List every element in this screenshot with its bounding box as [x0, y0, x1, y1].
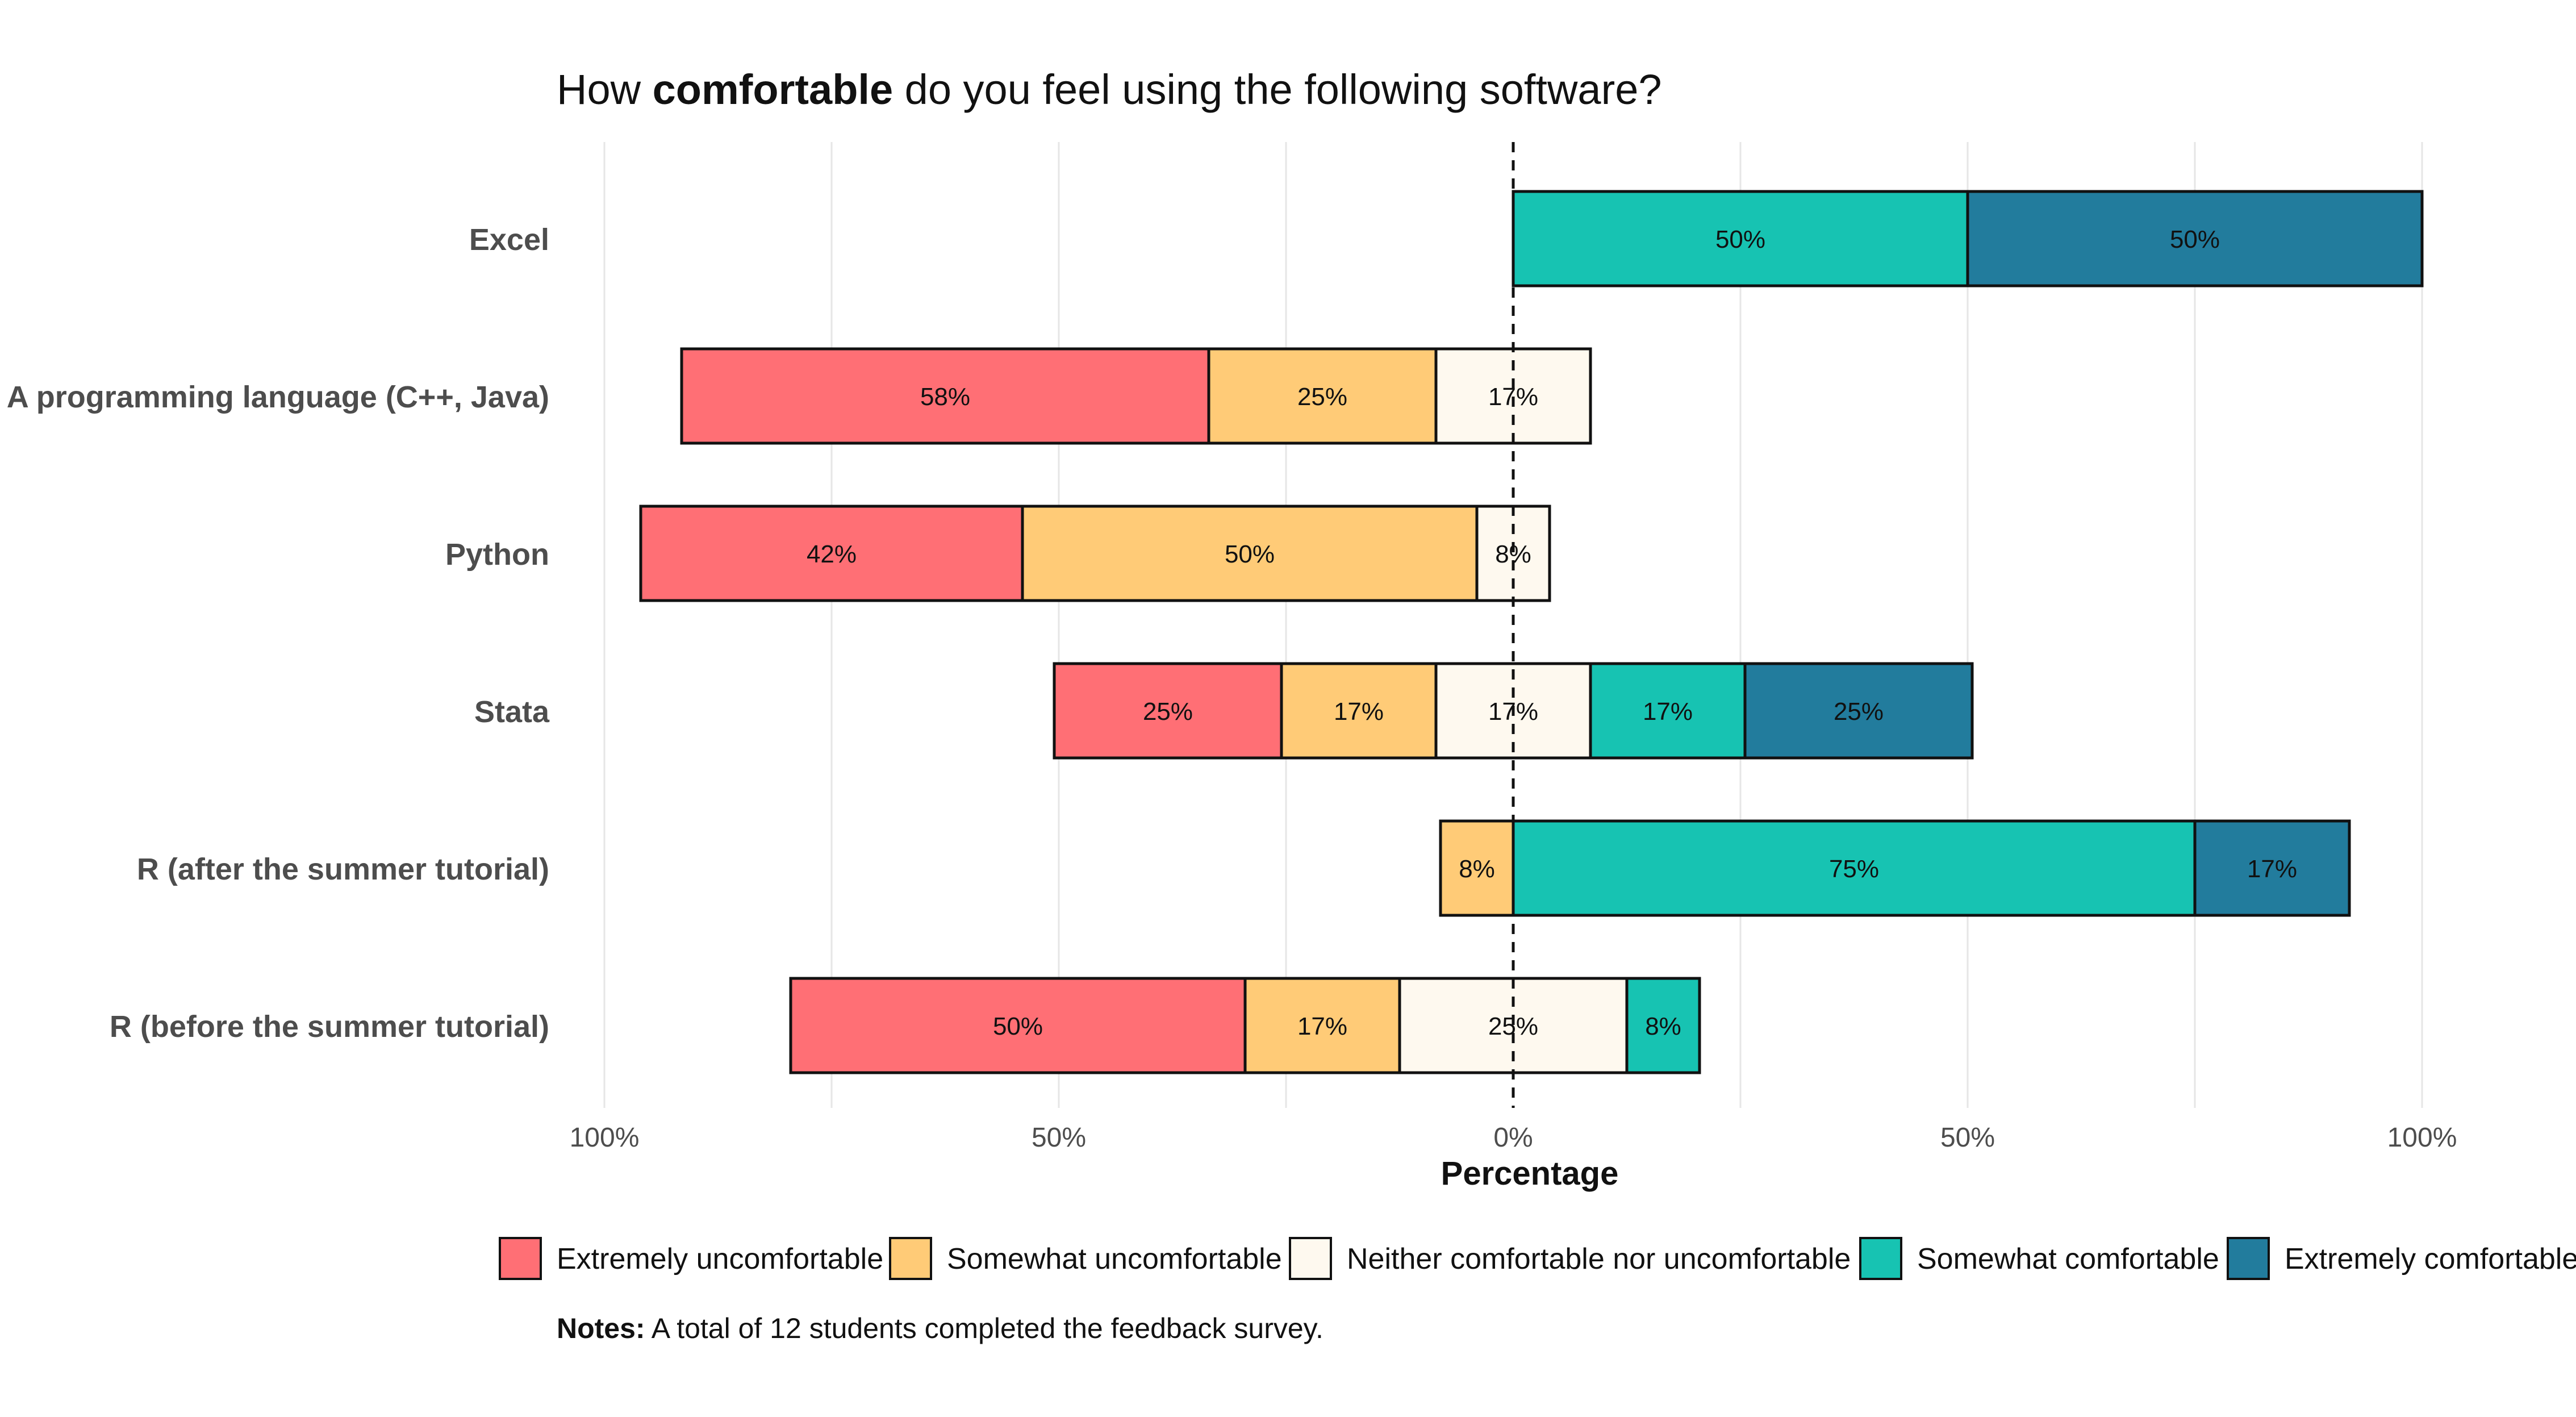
data-label: 17% — [1643, 698, 1693, 726]
data-label: 58% — [920, 383, 970, 411]
data-label: 17% — [1334, 698, 1384, 726]
legend-item-neither-comfortable-nor-uncomfortable: Neither comfortable nor uncomfortable — [1289, 1237, 1851, 1280]
y-tick-label: R (after the summer tutorial) — [137, 852, 549, 886]
bar-segment-somewhat-uncomfortable — [1439, 819, 1515, 917]
notes-caption: Notes: A total of 12 students completed … — [557, 1312, 1324, 1344]
bar-segment-extremely-comfortable — [1966, 190, 2424, 287]
chart-title-part: How — [557, 66, 653, 113]
x-tick-label: 50% — [1940, 1123, 1995, 1153]
chart-title-part: comfortable — [653, 66, 894, 113]
bar-segment-extremely-uncomfortable — [1053, 662, 1283, 760]
y-tick-label: A programming language (C++, Java) — [7, 380, 549, 414]
x-axis-title: Percentage — [1441, 1155, 1619, 1192]
x-tick-label: 50% — [1032, 1123, 1086, 1153]
x-tick-label: 0% — [1493, 1123, 1533, 1153]
data-label: 25% — [1297, 383, 1347, 411]
data-labels-layer: 50% 50% 17% 25% 58% 8% 50% 42% 17% 17% 25% 17% 25% 8%… — [807, 142, 2297, 1108]
bar-segment-somewhat-uncomfortable — [1243, 977, 1401, 1074]
bar-segment-somewhat-uncomfortable — [1021, 505, 1479, 602]
legend-label: Somewhat uncomfortable — [947, 1243, 1282, 1276]
y-tick-label: Python — [445, 537, 549, 572]
legend-swatch — [1859, 1237, 1902, 1280]
bar-segment-extremely-uncomfortable — [639, 505, 1024, 602]
bar-segment-somewhat-uncomfortable — [1280, 662, 1438, 760]
x-tick-label: 100% — [570, 1123, 640, 1153]
y-tick-label: Excel — [469, 223, 549, 257]
data-label: 42% — [807, 540, 857, 568]
data-label: 50% — [993, 1012, 1043, 1040]
bar-segment-extremely-comfortable — [2193, 819, 2351, 917]
legend-item-extremely-uncomfortable: Extremely uncomfortable — [499, 1237, 883, 1280]
bar-segment-somewhat-comfortable — [1625, 977, 1701, 1074]
axis-layer: Excel A programming language (C++, Java) P… — [7, 223, 2457, 1153]
y-tick-label: Stata — [474, 695, 550, 729]
bar-segment-extremely-comfortable — [1743, 662, 1974, 760]
legend-swatch — [2227, 1237, 2270, 1280]
notes-text: A total of 12 students completed the fee… — [645, 1312, 1324, 1344]
y-tick-label: R (before the summer tutorial) — [110, 1010, 549, 1044]
data-label: 75% — [1829, 855, 1879, 883]
legend-item-somewhat-comfortable: Somewhat comfortable — [1859, 1237, 2219, 1280]
chart-title: How comfortable do you feel using the fo… — [557, 66, 1662, 113]
legend-item-somewhat-uncomfortable: Somewhat uncomfortable — [889, 1237, 1282, 1280]
bars-layer — [639, 190, 2424, 1074]
bar-segment-extremely-uncomfortable — [680, 347, 1210, 445]
data-label: 17% — [2247, 855, 2297, 883]
legend-item-extremely-comfortable: Extremely comfortable — [2227, 1237, 2576, 1280]
data-label: 25% — [1834, 698, 1884, 726]
notes-label: Notes: — [557, 1312, 645, 1344]
bar-segment-somewhat-comfortable — [1589, 662, 1747, 760]
legend: Extremely uncomfortable Somewhat uncomfor… — [499, 1237, 2576, 1280]
legend-label: Somewhat comfortable — [1917, 1243, 2219, 1276]
data-label: 50% — [1715, 226, 1765, 253]
legend-swatch — [499, 1237, 542, 1280]
data-label: 25% — [1143, 698, 1193, 726]
legend-swatch — [1289, 1237, 1332, 1280]
chart-title-part: do you feel using the following software… — [893, 66, 1661, 113]
legend-swatch — [889, 1237, 932, 1280]
bar-segment-somewhat-comfortable — [1512, 819, 2197, 917]
data-label: 8% — [1645, 1012, 1681, 1040]
x-tick-label: 100% — [2387, 1123, 2457, 1153]
data-label: 8% — [1459, 855, 1495, 883]
grid-layer — [603, 142, 2423, 1108]
data-label: 50% — [1225, 540, 1275, 568]
data-label: 17% — [1297, 1012, 1347, 1040]
legend-label: Extremely uncomfortable — [557, 1243, 883, 1276]
bar-segment-somewhat-uncomfortable — [1207, 347, 1438, 445]
data-label: 50% — [2170, 226, 2220, 253]
bar-segment-extremely-uncomfortable — [789, 977, 1247, 1074]
legend-label: Neither comfortable nor uncomfortable — [1347, 1243, 1851, 1276]
legend-label: Extremely comfortable — [2285, 1243, 2576, 1276]
